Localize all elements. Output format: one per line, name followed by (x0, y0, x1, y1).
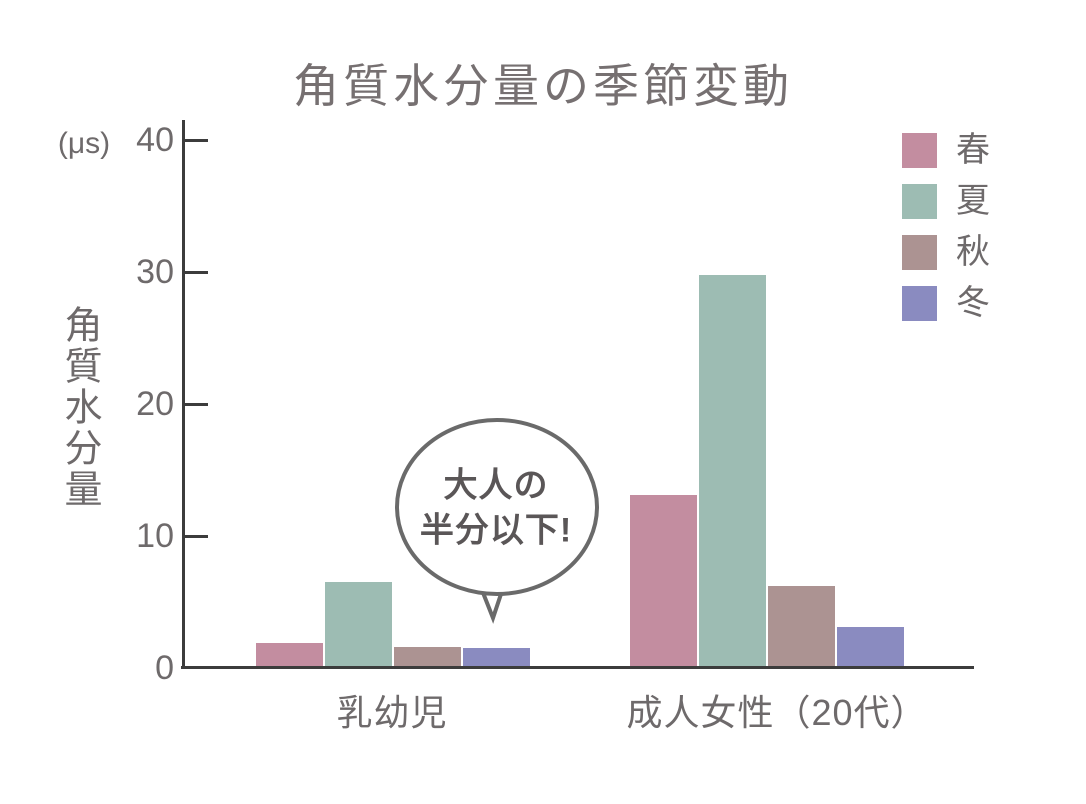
legend-swatch-冬 (902, 286, 937, 321)
y-axis-line (182, 120, 185, 669)
bar-乳幼児-春 (256, 643, 323, 668)
bar-乳幼児-秋 (394, 647, 461, 668)
y-tick-label-30: 30 (136, 253, 174, 291)
legend-swatch-春 (902, 133, 937, 168)
bar-乳幼児-冬 (463, 648, 530, 668)
y-tick-20 (184, 402, 208, 406)
y-tick-label-10: 10 (136, 517, 174, 555)
speech-bubble (395, 418, 599, 624)
y-tick-40 (184, 138, 208, 142)
y-tick-label-0: 0 (155, 649, 174, 687)
annotation-line1: 大人の (443, 466, 549, 505)
legend-label-夏: 夏 (956, 182, 990, 220)
bar-成人女性（20代）-冬 (837, 627, 904, 668)
y-tick-label-40: 40 (136, 121, 174, 159)
x-axis-line (181, 666, 974, 669)
chart-title: 角質水分量の季節変動 (293, 60, 793, 112)
y-axis-title: 角質水分量 (58, 305, 100, 510)
y-tick-label-20: 20 (136, 385, 174, 423)
bar-成人女性（20代）-夏 (699, 275, 766, 668)
bar-成人女性（20代）-秋 (768, 586, 835, 668)
x-label-adult-women: 成人女性（20代） (626, 692, 928, 733)
y-tick-30 (184, 270, 208, 274)
y-axis-unit-label: (μs) (57, 127, 111, 160)
annotation-line2: 半分以下! (419, 511, 573, 550)
x-label-infants: 乳幼児 (336, 692, 448, 733)
speech-bubble-circle (395, 418, 599, 596)
legend-swatch-夏 (902, 184, 937, 219)
legend-label-春: 春 (956, 131, 990, 169)
legend-swatch-秋 (902, 235, 937, 270)
legend-label-冬: 冬 (956, 284, 990, 322)
bar-乳幼児-夏 (325, 582, 392, 668)
bar-成人女性（20代）-春 (630, 495, 697, 668)
legend-label-秋: 秋 (956, 233, 990, 271)
y-tick-10 (184, 534, 208, 538)
